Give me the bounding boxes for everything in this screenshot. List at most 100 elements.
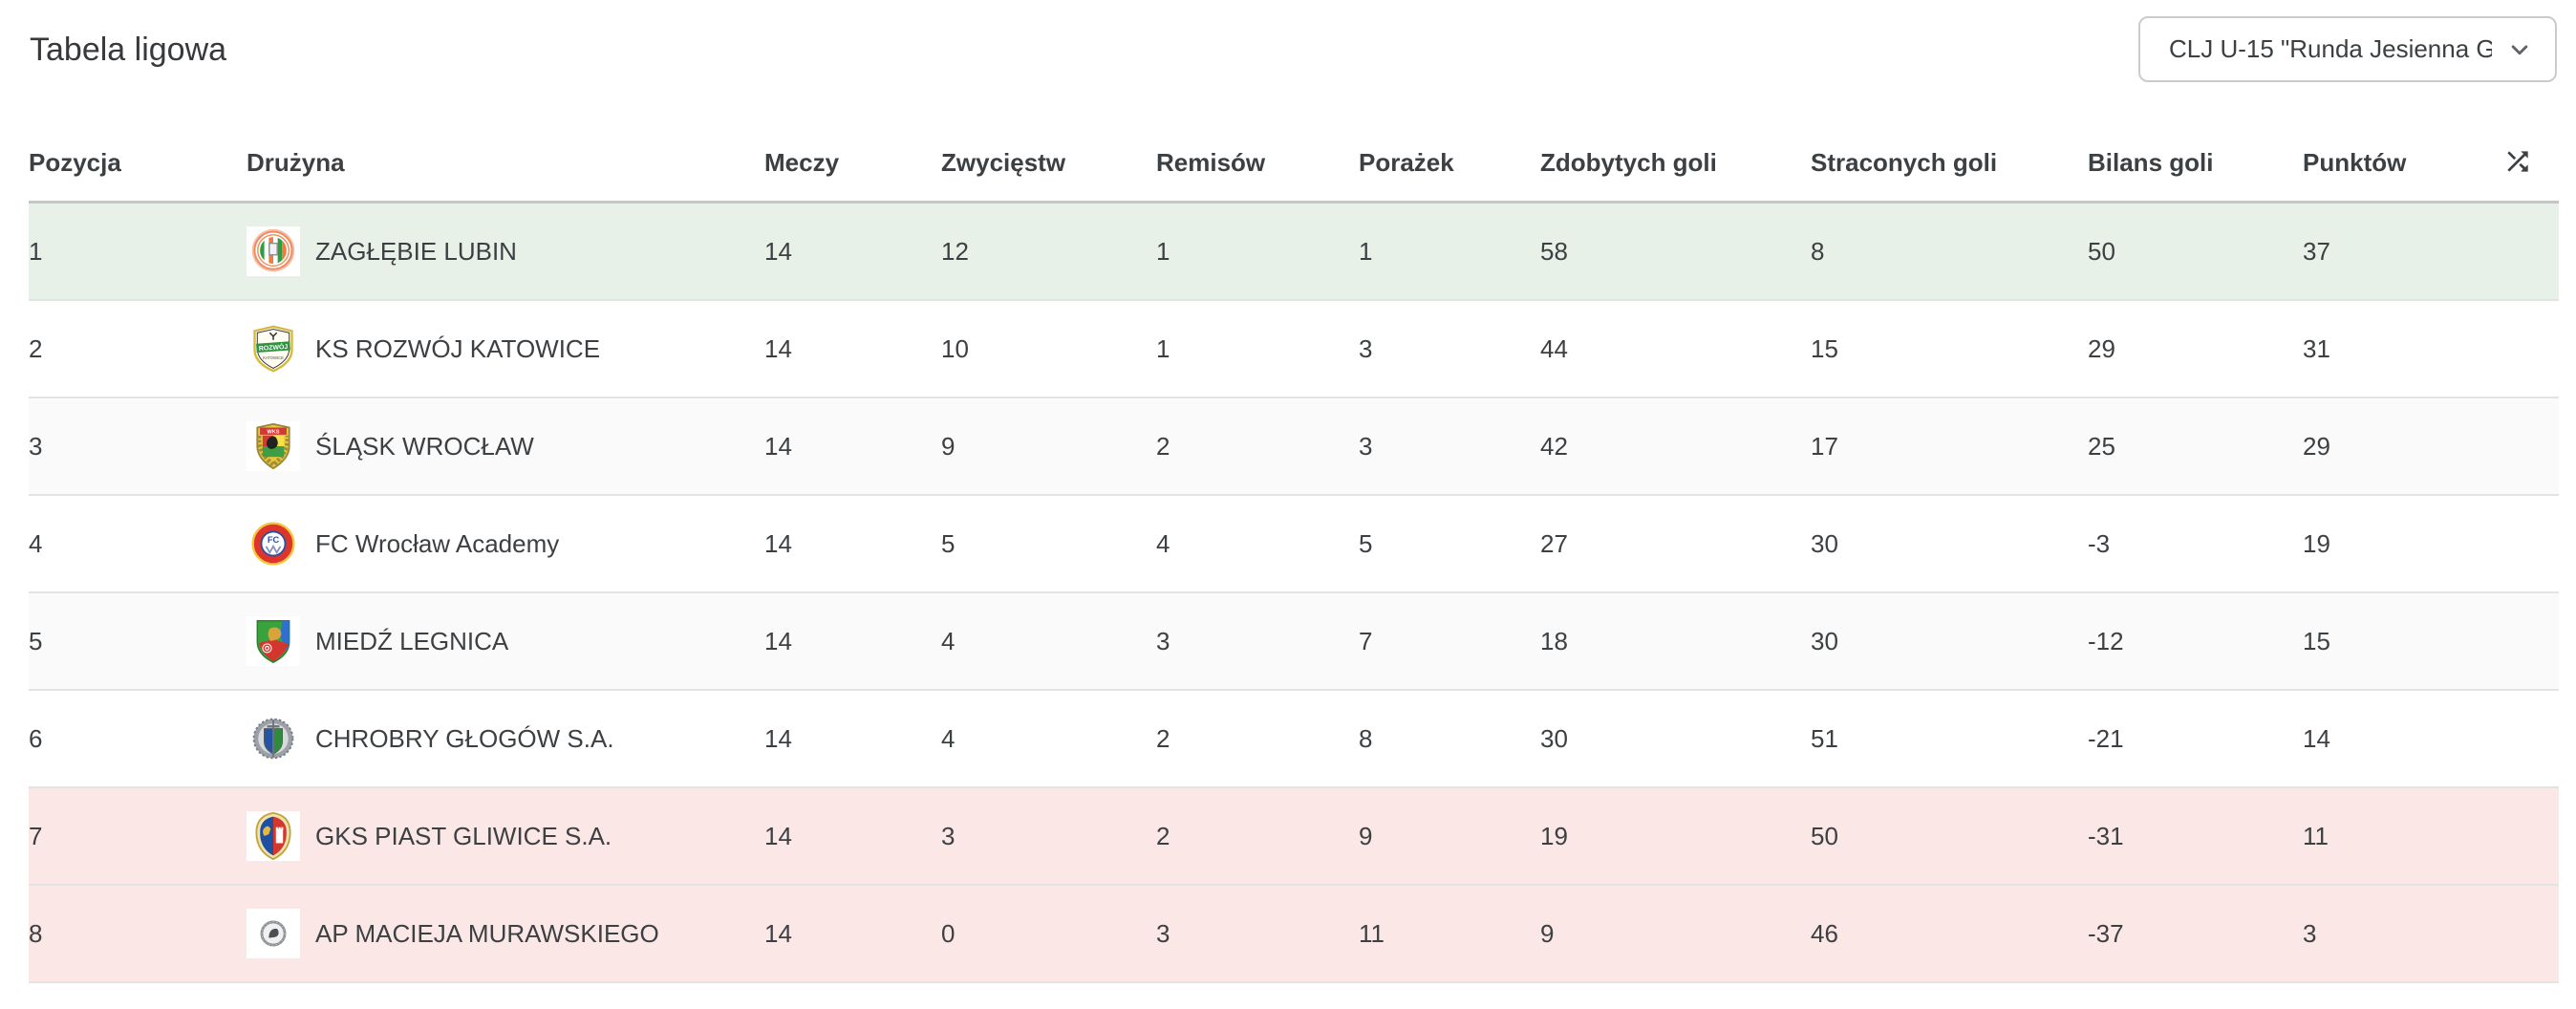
cell-draws: 2 (1156, 397, 1359, 496)
team-logo (247, 616, 300, 666)
cell-losses: 9 (1359, 787, 1540, 886)
column-header-druzyna: Drużyna (247, 124, 764, 204)
cell-draws: 3 (1156, 592, 1359, 691)
cell-position: 7 (29, 787, 247, 886)
column-header-punktow: Punktów (2303, 124, 2499, 204)
cell-goals-for: 19 (1540, 787, 1811, 886)
table-row: 5 MIEDŹ LEGNICA 14 4 3 7 18 30 -12 15 (29, 592, 2559, 691)
league-filter-select[interactable]: CLJ U-15 "Runda Jesienna G… (2138, 16, 2557, 82)
cell-goal-diff: 50 (2088, 202, 2303, 301)
table-row: 6 CHROBRY GŁOGÓW S.A. 14 4 2 8 30 51 -21… (29, 690, 2559, 788)
cell-team: WKS ŚLĄSK WROCŁAW (247, 397, 764, 496)
cell-team: ZAGŁĘBIE LUBIN (247, 202, 764, 301)
table-row: 7 GKS PIAST GLIWICE S.A. 14 3 2 9 19 50 … (29, 787, 2559, 886)
cell-wins: 12 (941, 202, 1156, 301)
cell-goals-for: 58 (1540, 202, 1811, 301)
cell-goals-against: 8 (1811, 202, 2088, 301)
team-name: AP MACIEJA MURAWSKIEGO (315, 918, 659, 948)
cell-spacer (2499, 300, 2559, 398)
cell-team: MIEDŹ LEGNICA (247, 592, 764, 691)
column-header-bilans-goli: Bilans goli (2088, 124, 2303, 204)
cell-goals-for: 42 (1540, 397, 1811, 496)
cell-goals-against: 51 (1811, 690, 2088, 788)
league-table: Pozycja Drużyna Meczy Zwycięstw Remisów … (29, 124, 2559, 983)
cell-goals-against: 30 (1811, 592, 2088, 691)
cell-goal-diff: -3 (2088, 495, 2303, 593)
cell-draws: 2 (1156, 787, 1359, 886)
cell-points: 3 (2303, 885, 2499, 983)
cell-losses: 3 (1359, 300, 1540, 398)
zaglebie-lubin-logo-icon (251, 228, 295, 272)
cell-position: 2 (29, 300, 247, 398)
cell-losses: 11 (1359, 885, 1540, 983)
cell-team: ROZWÓJ KATOWICE KS ROZWÓJ KATOWICE (247, 300, 764, 398)
chrobry-glogow-logo-icon (252, 718, 294, 760)
cell-played: 14 (764, 300, 941, 398)
svg-text:KATOWICE: KATOWICE (263, 355, 284, 360)
cell-team: GKS PIAST GLIWICE S.A. (247, 787, 764, 886)
cell-goal-diff: -31 (2088, 787, 2303, 886)
shuffle-icon[interactable] (2499, 142, 2537, 181)
cell-goals-against: 50 (1811, 787, 2088, 886)
table-row: 1 ZAGŁĘBIE LUBIN 14 12 1 1 58 8 50 37 (29, 202, 2559, 301)
cell-goals-for: 30 (1540, 690, 1811, 788)
cell-team: FC FC Wrocław Academy (247, 495, 764, 593)
cell-goal-diff: -37 (2088, 885, 2303, 983)
league-filter-value: CLJ U-15 "Runda Jesienna G… (2169, 34, 2492, 63)
team-name: KS ROZWÓJ KATOWICE (315, 333, 601, 363)
gks-piast-gliwice-logo-icon (255, 811, 291, 861)
cell-spacer (2499, 397, 2559, 496)
cell-spacer (2499, 592, 2559, 691)
cell-played: 14 (764, 397, 941, 496)
cell-points: 11 (2303, 787, 2499, 886)
team-logo (247, 226, 300, 276)
team-logo (247, 714, 300, 763)
column-header-remisow: Remisów (1156, 124, 1359, 204)
cell-goals-for: 18 (1540, 592, 1811, 691)
cell-wins: 0 (941, 885, 1156, 983)
cell-goal-diff: -21 (2088, 690, 2303, 788)
svg-text:WKS: WKS (268, 430, 280, 436)
cell-played: 14 (764, 202, 941, 301)
cell-goals-for: 27 (1540, 495, 1811, 593)
cell-goal-diff: 25 (2088, 397, 2303, 496)
team-logo (247, 811, 300, 861)
svg-text:FC: FC (268, 535, 280, 545)
cell-position: 1 (29, 202, 247, 301)
slask-wroclaw-logo-icon: WKS (256, 422, 290, 470)
column-header-pozycja: Pozycja (29, 124, 247, 204)
cell-played: 14 (764, 885, 941, 983)
cell-played: 14 (764, 592, 941, 691)
cell-position: 4 (29, 495, 247, 593)
table-row: 8 AP MACIEJA MURAWSKIEGO 14 0 3 11 9 46 … (29, 885, 2559, 983)
cell-points: 14 (2303, 690, 2499, 788)
team-name: MIEDŹ LEGNICA (315, 626, 509, 655)
team-logo: WKS (247, 421, 300, 471)
cell-goal-diff: -12 (2088, 592, 2303, 691)
cell-losses: 3 (1359, 397, 1540, 496)
cell-position: 5 (29, 592, 247, 691)
column-header-shuffle (2499, 124, 2559, 204)
ap-macieja-murawskiego-logo-icon (249, 910, 297, 957)
chevron-down-icon (2505, 35, 2534, 64)
cell-points: 37 (2303, 202, 2499, 301)
table-row: 4 FC FC Wrocław Academy 14 5 4 5 27 30 -… (29, 495, 2559, 593)
team-name: ŚLĄSK WROCŁAW (315, 431, 534, 461)
cell-goals-for: 9 (1540, 885, 1811, 983)
team-logo (247, 909, 300, 958)
cell-spacer (2499, 495, 2559, 593)
cell-position: 8 (29, 885, 247, 983)
column-header-straconych-goli: Straconych goli (1811, 124, 2088, 204)
cell-played: 14 (764, 690, 941, 788)
cell-points: 29 (2303, 397, 2499, 496)
column-header-meczy: Meczy (764, 124, 941, 204)
cell-goals-against: 30 (1811, 495, 2088, 593)
cell-losses: 7 (1359, 592, 1540, 691)
cell-team: AP MACIEJA MURAWSKIEGO (247, 885, 764, 983)
cell-draws: 1 (1156, 300, 1359, 398)
cell-draws: 3 (1156, 885, 1359, 983)
cell-spacer (2499, 787, 2559, 886)
cell-losses: 1 (1359, 202, 1540, 301)
page-title: Tabela ligowa (30, 32, 227, 68)
